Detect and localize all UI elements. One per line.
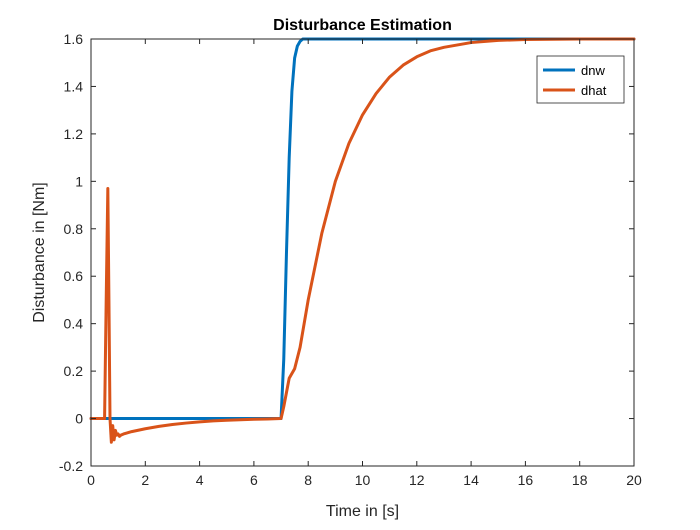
y-tick-label: 0.4 <box>64 316 84 332</box>
y-tick-label: -0.2 <box>59 458 83 474</box>
legend-label-dhat: dhat <box>581 83 607 98</box>
y-axis-label: Disturbance in [Nm] <box>31 182 48 323</box>
plot-area <box>91 39 634 466</box>
y-tick-label: 1.4 <box>64 78 84 94</box>
x-tick-label: 6 <box>250 472 258 488</box>
legend: dnw dhat <box>536 55 625 104</box>
tick-layer: 0 2 4 6 8 10 12 14 16 18 20-0.200.20.40.60.811.21.… <box>59 31 642 488</box>
chart-title: Disturbance Estimation <box>273 17 452 34</box>
y-tick-label: 1 <box>75 173 83 189</box>
y-tick-label: 0.8 <box>64 221 84 237</box>
y-tick-label: 0 <box>75 411 83 427</box>
y-tick-label: 1.2 <box>64 126 84 142</box>
x-tick-label: 2 <box>141 472 149 488</box>
x-tick-label: 16 <box>518 472 534 488</box>
x-axis-label: Time in [s] <box>326 503 399 520</box>
y-tick-label: 0.6 <box>64 268 84 284</box>
x-tick-label: 14 <box>463 472 479 488</box>
x-tick-label: 18 <box>572 472 588 488</box>
y-tick-label: 0.2 <box>64 363 84 379</box>
x-tick-label: 10 <box>355 472 371 488</box>
x-tick-label: 4 <box>196 472 204 488</box>
x-tick-label: 12 <box>409 472 425 488</box>
legend-box <box>536 55 625 104</box>
x-tick-label: 8 <box>304 472 312 488</box>
series-line-dhat <box>89 37 636 444</box>
x-tick-label: 20 <box>626 472 642 488</box>
y-tick-label: 1.6 <box>64 31 84 47</box>
x-tick-label: 0 <box>87 472 95 488</box>
legend-label-dnw: dnw <box>581 63 605 78</box>
